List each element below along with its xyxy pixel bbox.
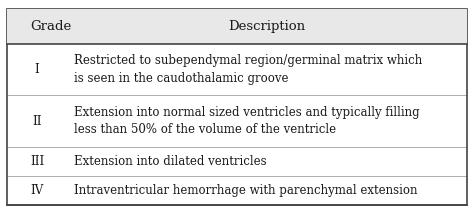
Text: Restricted to subependymal region/germinal matrix which
is seen in the caudothal: Restricted to subependymal region/germin… (74, 54, 422, 85)
Bar (7, 9, 467, 43)
Text: Description: Description (228, 20, 305, 33)
Text: Intraventricular hemorrhage with parenchymal extension: Intraventricular hemorrhage with parench… (74, 184, 418, 197)
Text: II: II (32, 115, 42, 128)
Text: Grade: Grade (30, 20, 72, 33)
Text: III: III (30, 155, 44, 168)
Text: IV: IV (30, 184, 44, 197)
Text: I: I (35, 63, 39, 76)
Text: Extension into dilated ventricles: Extension into dilated ventricles (74, 155, 266, 168)
Text: Extension into normal sized ventricles and typically filling
less than 50% of th: Extension into normal sized ventricles a… (74, 106, 419, 136)
